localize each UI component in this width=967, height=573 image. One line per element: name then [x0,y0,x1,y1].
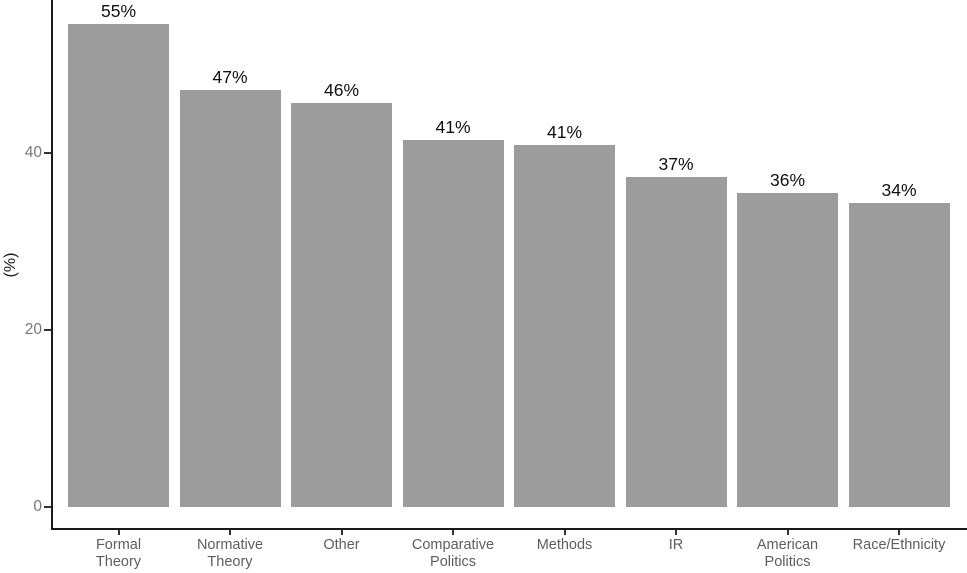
x-axis-category-label: Methods [498,537,632,554]
y-axis-tick-mark [44,329,51,331]
x-axis-category-label: Race/Ethnicity [832,537,966,554]
x-axis-tick-mark [117,530,120,535]
x-axis-category-label-line: Theory [207,554,253,570]
bar [402,139,504,507]
x-axis-tick-mark [452,530,454,535]
x-axis-category-label-line: Theory [95,554,142,570]
x-axis-tick-mark [563,530,566,535]
bar-value-label: 41% [546,122,583,143]
bar [68,23,169,507]
x-axis-tick-mark [786,530,789,535]
bar-value-label: 47% [212,67,248,88]
x-axis-category-label: Comparative Politics [386,537,520,571]
y-axis-title: (%) [2,252,19,278]
y-axis-tick-mark [44,506,51,508]
bar-value-label: 46% [323,79,360,100]
x-axis-category-label: Normative Theory [163,537,297,571]
x-axis-category-label-line: Politics [430,554,476,570]
x-axis-category-label-line: Race/Ethnicity [852,537,946,553]
x-axis-category-label: IR [609,537,743,554]
x-axis-category-label-line: IR [668,537,684,553]
y-axis-tick-label: 40 [24,144,42,161]
bar [514,145,615,507]
y-axis-tick-mark [44,152,51,154]
y-axis-tick-label: 20 [24,321,42,338]
bar-value-label: 36% [769,169,806,190]
bar [179,90,281,507]
bar-value-label: 37% [658,153,694,174]
x-axis-category-label-line: American [756,537,819,553]
y-axis-tick-label: 0 [33,498,42,515]
bar [291,102,392,507]
x-axis-tick-mark [898,530,900,535]
bar [625,176,727,507]
bar [848,203,950,507]
bar-value-label: 55% [100,0,137,21]
x-axis-category-label: American Politics [721,537,855,571]
x-axis-category-label-line: Methods [536,537,593,553]
x-axis-tick-mark [229,530,231,535]
x-axis-category-label-line: Formal [95,537,142,553]
x-axis-category-label: Formal Theory [52,537,186,571]
x-axis-tick-mark [340,530,343,535]
y-axis-line [51,0,53,530]
x-axis-line [51,528,967,530]
x-axis-category-label-line: Politics [764,554,811,570]
x-axis-category-label: Other [275,537,409,554]
x-axis-tick-mark [675,530,677,535]
bar-value-label: 41% [435,116,471,137]
bar [737,192,838,507]
bar-value-label: 34% [881,180,917,201]
x-axis-category-label-line: Other [323,537,360,553]
x-axis-category-label-line: Normative [196,537,264,553]
x-axis-category-label-line: Comparative [411,537,495,553]
